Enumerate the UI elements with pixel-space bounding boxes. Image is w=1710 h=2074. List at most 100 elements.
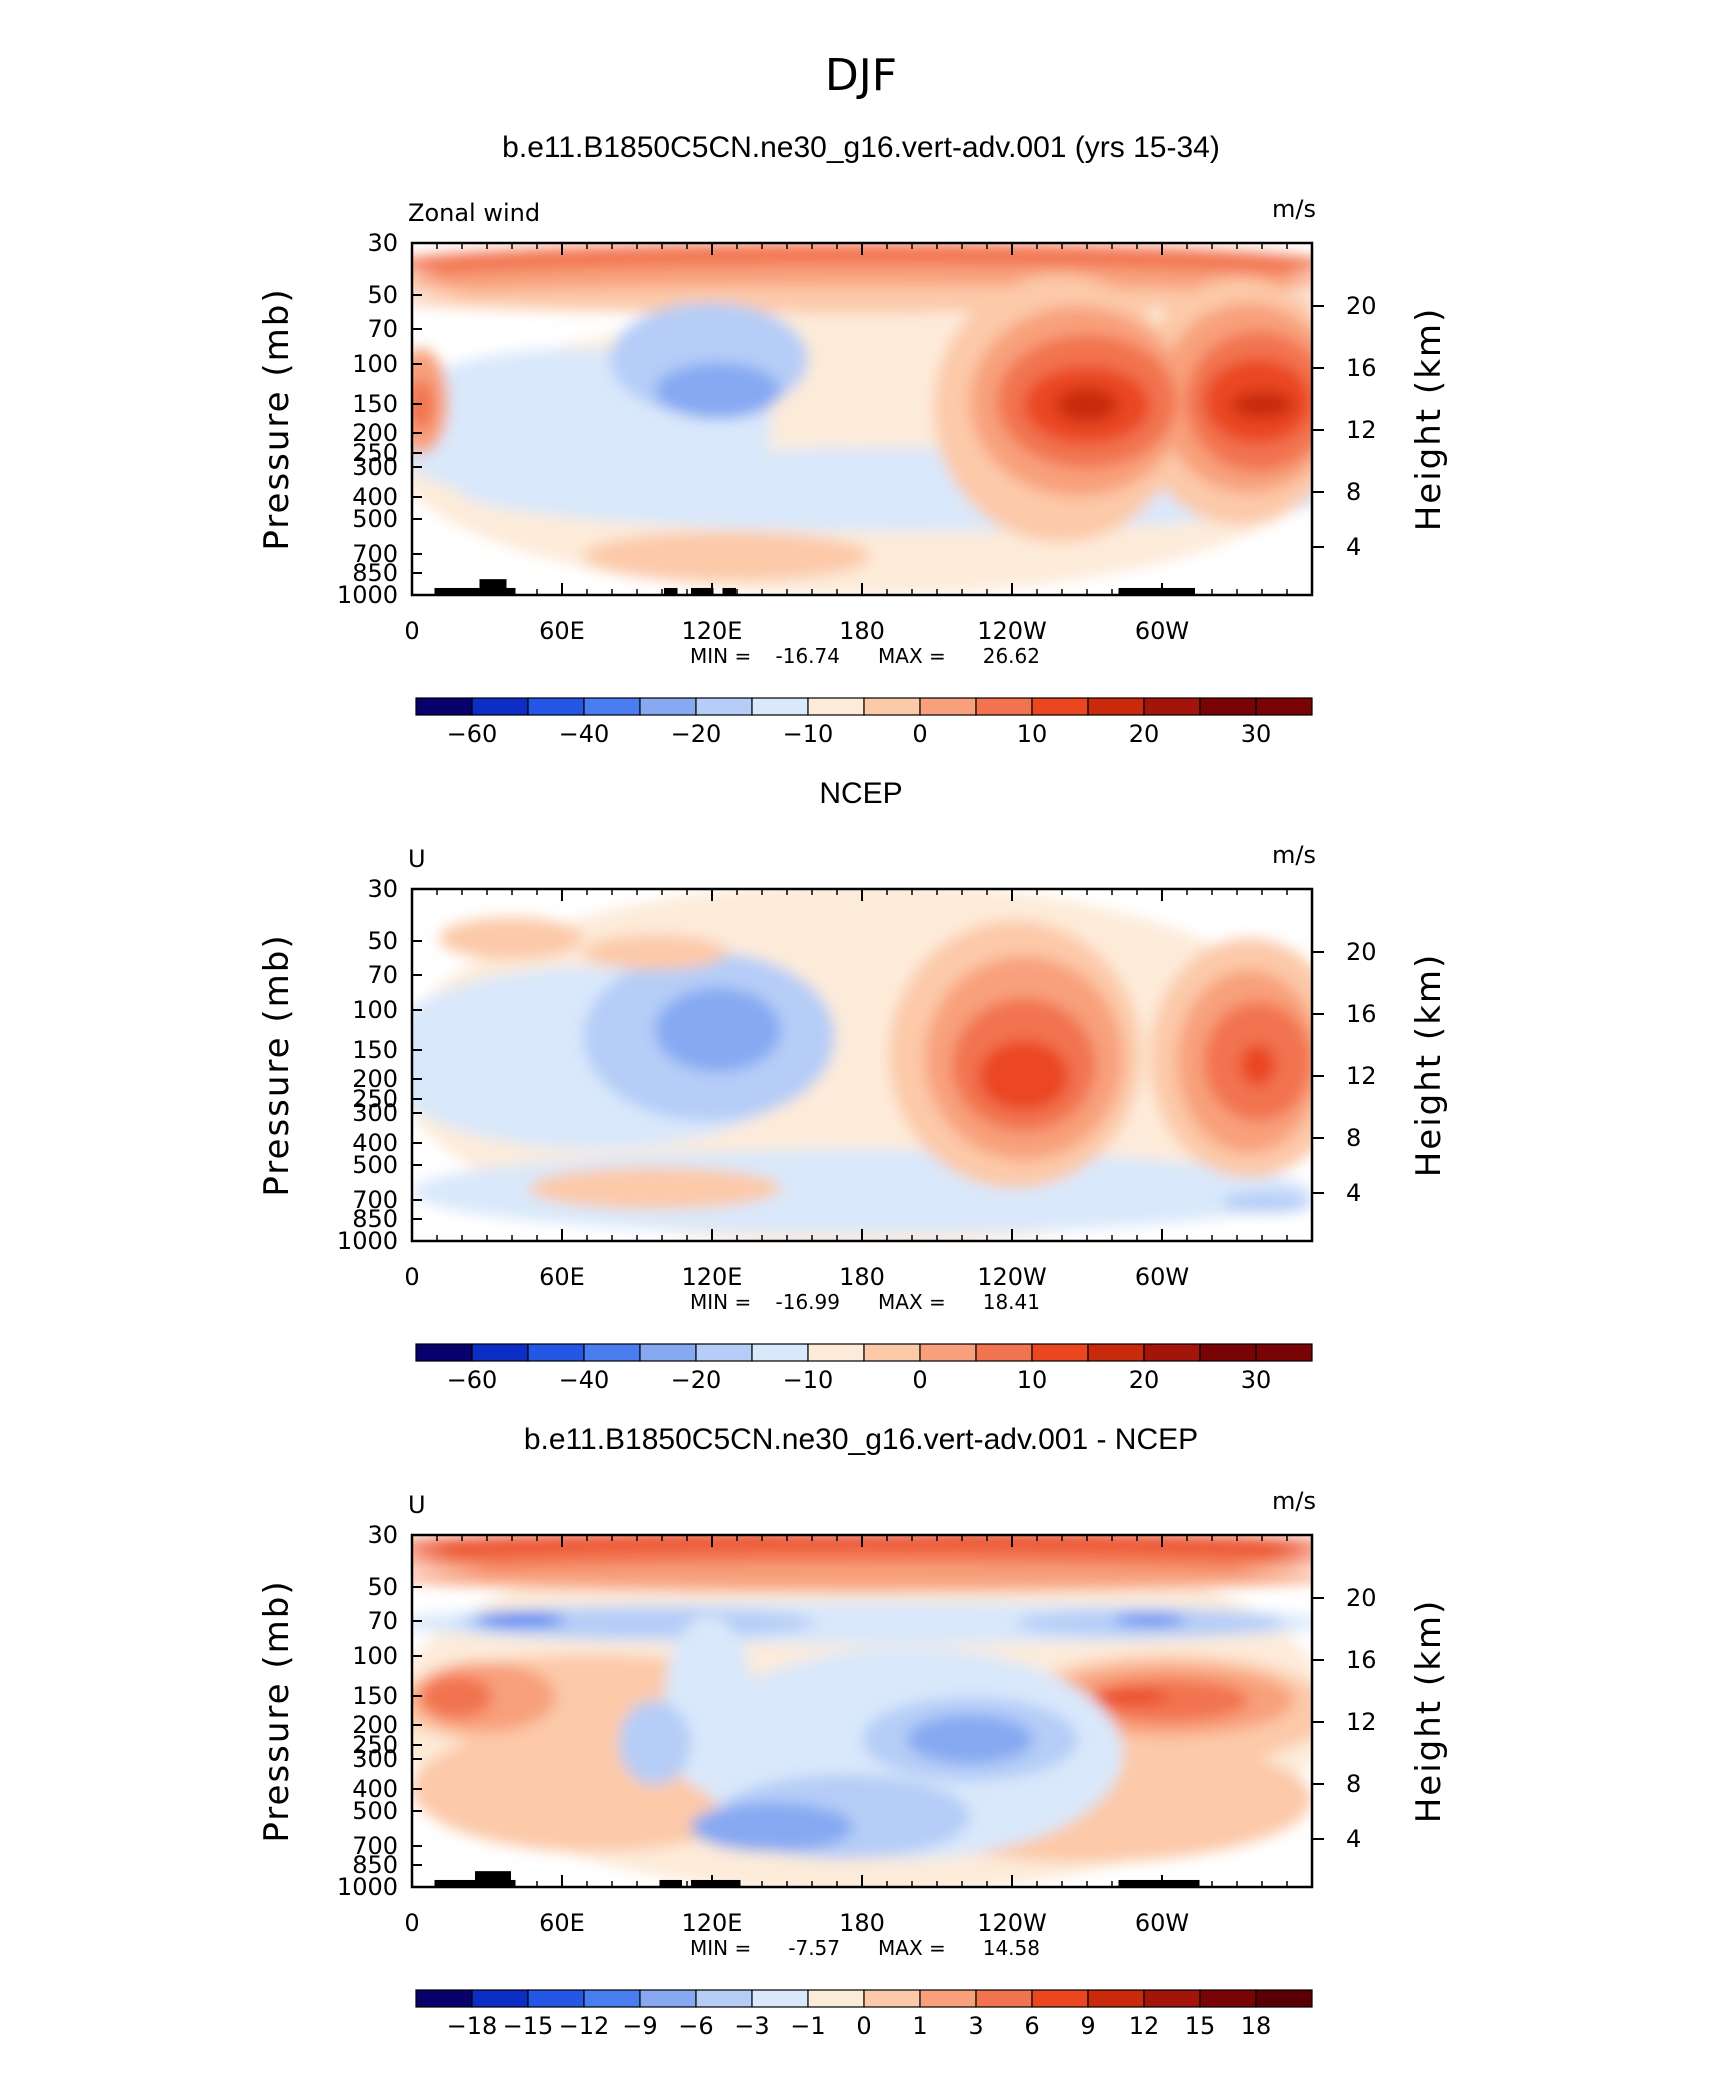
y-tick-label: 500 xyxy=(352,1151,398,1179)
height-tick-label: 20 xyxy=(1346,938,1377,966)
terrain-block xyxy=(475,1871,511,1887)
x-tick-label: 60E xyxy=(539,617,585,645)
height-tick-label: 16 xyxy=(1346,1000,1377,1028)
x-tick-label: 120W xyxy=(977,617,1047,645)
x-tick-label: 60E xyxy=(539,1909,585,1937)
colorbar-label: 20 xyxy=(1129,1366,1160,1394)
y-tick-label: 700 xyxy=(352,1832,398,1860)
y-tick-label: 50 xyxy=(367,281,398,309)
colorbar-swatch xyxy=(527,1989,585,2008)
colorbar-swatch xyxy=(1087,1343,1145,1362)
max-value: 26.62 xyxy=(983,644,1040,668)
colorbar-swatch xyxy=(975,1343,1033,1362)
colorbar-swatch xyxy=(751,1989,809,2008)
colorbar-label: −60 xyxy=(447,1366,498,1394)
y-tick-label: 400 xyxy=(352,483,398,511)
colorbar-swatch xyxy=(807,1989,865,2008)
colorbar-swatch xyxy=(1143,697,1201,716)
colorbar-swatch xyxy=(975,1989,1033,2008)
terrain-block xyxy=(1118,587,1195,595)
y-tick-label: 70 xyxy=(367,961,398,989)
colorbar-label: 10 xyxy=(1017,720,1048,748)
units-label: m/s xyxy=(1272,841,1316,869)
y-tick-label: 400 xyxy=(352,1775,398,1803)
contour-region xyxy=(655,987,781,1073)
colorbar-label: −15 xyxy=(503,2012,554,2040)
y-tick-label: 150 xyxy=(352,1036,398,1064)
max-value: 18.41 xyxy=(983,1290,1040,1314)
x-tick-label: 180 xyxy=(839,1909,885,1937)
x-tick-label: 60W xyxy=(1135,1909,1189,1937)
contour-region xyxy=(412,1563,1312,1592)
y-tick-label: 150 xyxy=(352,390,398,418)
colorbar-label: 3 xyxy=(968,2012,983,2040)
height-tick-label: 12 xyxy=(1346,1708,1377,1736)
colorbar-label: −20 xyxy=(671,1366,722,1394)
variable-label: U xyxy=(408,1491,426,1519)
colorbar-label: −40 xyxy=(559,720,610,748)
y-tick-label: 200 xyxy=(352,1711,398,1739)
x-tick-label: 60E xyxy=(539,1263,585,1291)
y-axis-right-title: Height (km) xyxy=(1409,1599,1449,1824)
y-tick-label: 70 xyxy=(367,1607,398,1635)
terrain-block xyxy=(479,579,507,595)
colorbar-label: −12 xyxy=(559,2012,610,2040)
y-tick-label: 30 xyxy=(367,1521,398,1549)
colorbar-swatch xyxy=(1255,1989,1313,2008)
y-tick-label: 250 xyxy=(352,439,398,467)
colorbar-swatch xyxy=(863,1343,921,1362)
colorbar-swatch xyxy=(1143,1989,1201,2008)
height-tick-label: 12 xyxy=(1346,416,1377,444)
colorbar-swatch xyxy=(471,697,529,716)
contour-field xyxy=(412,889,1312,1241)
colorbar-swatch xyxy=(583,1343,641,1362)
y-tick-label: 1000 xyxy=(337,1227,398,1255)
y-tick-label: 200 xyxy=(352,419,398,447)
contour-region xyxy=(421,1675,493,1719)
units-label: m/s xyxy=(1272,1487,1316,1515)
contour-region xyxy=(1222,1191,1312,1213)
height-tick-label: 4 xyxy=(1346,533,1361,561)
colorbar-swatch xyxy=(471,1989,529,2008)
colorbar-swatch xyxy=(751,697,809,716)
colorbar-label: 1 xyxy=(912,2012,927,2040)
colorbar-swatch xyxy=(639,1989,697,2008)
colorbar-swatch xyxy=(471,1343,529,1362)
contour-region xyxy=(1055,387,1119,423)
y-axis-right-title: Height (km) xyxy=(1409,953,1449,1178)
y-tick-label: 30 xyxy=(367,875,398,903)
y-tick-label: 30 xyxy=(367,229,398,257)
colorbar-swatch xyxy=(415,1989,473,2008)
colorbar-label: 9 xyxy=(1080,2012,1095,2040)
colorbar: −60 −40 −20 −10 0 10 20 30 xyxy=(415,697,1313,748)
colorbar-swatch xyxy=(527,697,585,716)
colorbar-swatch xyxy=(919,697,977,716)
colorbar-swatch xyxy=(751,1343,809,1362)
colorbar-label: 0 xyxy=(856,2012,871,2040)
colorbar-swatch xyxy=(1255,1343,1313,1362)
contour-region xyxy=(412,380,435,430)
colorbar: −60 −40 −20 −10 0 10 20 30 xyxy=(415,1343,1313,1394)
colorbar-label: 0 xyxy=(912,720,927,748)
colorbar-swatch xyxy=(1255,697,1313,716)
chart-title: b.e11.B1850C5CN.ne30_g16.vert-adv.001 - … xyxy=(524,1423,1198,1456)
colorbar-label: −20 xyxy=(671,720,722,748)
y-tick-label: 850 xyxy=(352,559,398,587)
min-label: MIN = xyxy=(690,1290,751,1314)
y-tick-label: 400 xyxy=(352,1129,398,1157)
contour-region xyxy=(1087,1679,1249,1722)
chart-panel-1: b.e11.B1850C5CN.ne30_g16.vert-adv.001 (y… xyxy=(257,131,1449,748)
max-label: MAX = xyxy=(878,1290,946,1314)
chart-title: NCEP xyxy=(819,777,902,810)
colorbar-swatch xyxy=(807,1343,865,1362)
x-tick-label: 60W xyxy=(1135,617,1189,645)
colorbar-label: −1 xyxy=(790,2012,825,2040)
colorbar-swatch xyxy=(639,697,697,716)
figure-main-title: DJF xyxy=(825,50,897,101)
contour-field xyxy=(412,243,1312,595)
y-axis-title: Pressure (mb) xyxy=(257,1579,297,1842)
contour-region xyxy=(1096,1689,1168,1704)
colorbar-label: −6 xyxy=(678,2012,713,2040)
contour-region xyxy=(1231,390,1294,420)
variable-label: Zonal wind xyxy=(408,199,540,227)
